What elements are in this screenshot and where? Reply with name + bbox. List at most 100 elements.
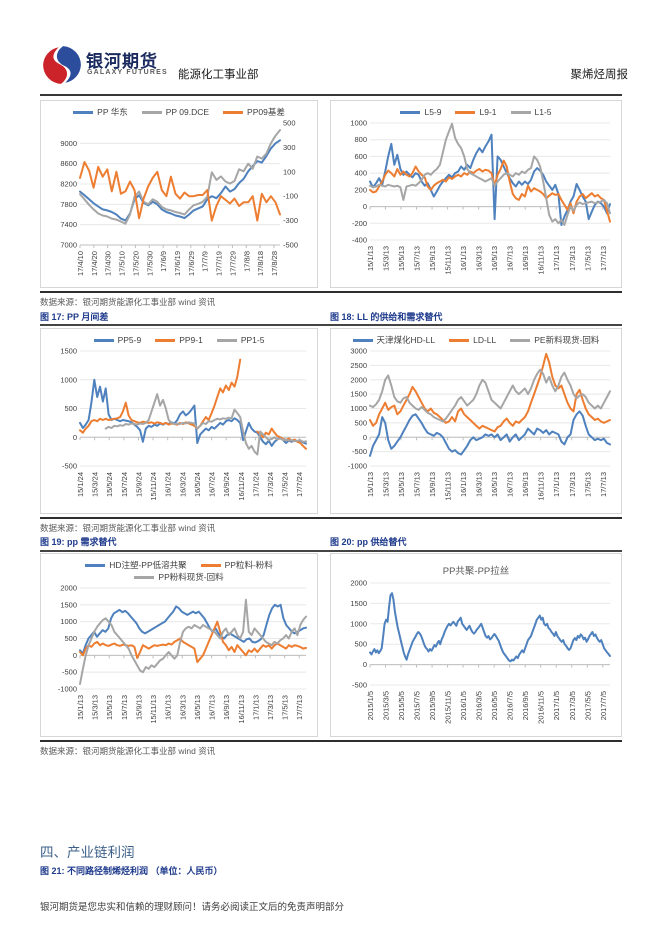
svg-text:16/11/13: 16/11/13 (537, 246, 546, 275)
svg-text:17/7/29: 17/7/29 (228, 251, 237, 276)
svg-text:17/5/13: 17/5/13 (281, 695, 290, 720)
legend-swatch (216, 339, 237, 343)
svg-text:15/7/24: 15/7/24 (120, 472, 129, 497)
svg-text:8600: 8600 (60, 159, 77, 168)
svg-text:2016/11/5: 2016/11/5 (537, 691, 546, 724)
chart-canvas: -1000 -500 0 500 1000 1500 2000 15/1/13 15/3/13 1… (58, 584, 307, 724)
series-line (79, 139, 281, 222)
svg-text:600: 600 (354, 152, 367, 161)
legend-item: LD-LL (449, 335, 496, 346)
svg-text:17/7/13: 17/7/13 (295, 695, 304, 720)
svg-text:16/1/24: 16/1/24 (164, 472, 173, 497)
chart-canvas: -500 0 500 1000 1500 2000 2015/1/5 2015/3/5 2015… (350, 579, 611, 724)
svg-text:2017/7/5: 2017/7/5 (599, 691, 608, 720)
svg-text:16/3/13: 16/3/13 (475, 246, 484, 271)
svg-text:16/7/13: 16/7/13 (506, 472, 515, 497)
svg-text:15/5/13: 15/5/13 (397, 472, 406, 497)
svg-text:15/7/13: 15/7/13 (120, 695, 129, 720)
svg-text:15/1/13: 15/1/13 (76, 695, 85, 720)
svg-text:15/11/13: 15/11/13 (444, 246, 453, 275)
svg-text:15/7/13: 15/7/13 (413, 246, 422, 271)
svg-text:15/9/24: 15/9/24 (134, 472, 143, 497)
svg-text:300: 300 (283, 143, 296, 152)
svg-text:1000: 1000 (350, 619, 367, 628)
legend-item: PP 09.DCE (141, 107, 209, 118)
svg-text:800: 800 (354, 135, 367, 144)
svg-text:16/7/13: 16/7/13 (506, 246, 515, 271)
legend-swatch (449, 339, 470, 343)
svg-text:2000: 2000 (350, 375, 367, 384)
chart-ll-substitution-panel: 天津煤化HD-LL LD-LL PE新料现货-回料 -1000 -500 0 500 1000… (330, 328, 622, 514)
chart-canvas: -1000 -500 0 500 1000 1500 2000 2500 3000 15/1/13… (348, 347, 611, 501)
series-line (369, 592, 611, 663)
svg-text:2000: 2000 (350, 579, 367, 588)
svg-text:-1000: -1000 (58, 685, 77, 694)
svg-text:15/1/13: 15/1/13 (366, 472, 375, 497)
svg-text:17/5/10: 17/5/10 (118, 251, 127, 276)
series-line (369, 410, 611, 457)
svg-text:0: 0 (73, 651, 77, 660)
row-divider (40, 291, 622, 293)
chart-l-spreads-panel: L5-9 L9-1 L1-5 -400 -200 0 200 400 600 800 1000 15/… (330, 100, 622, 288)
svg-text:17/7/24: 17/7/24 (295, 472, 304, 497)
chart-legend: 天津煤化HD-LL LD-LL PE新料现货-回料 (334, 333, 618, 347)
series-line (369, 122, 611, 227)
svg-text:17/4/30: 17/4/30 (104, 251, 113, 276)
svg-text:15/3/13: 15/3/13 (382, 246, 391, 271)
svg-text:7800: 7800 (60, 200, 77, 209)
chart-pp-demand-sub-panel: HD注塑-PP低溶共聚 PP粒料-粉料 PP粉料现货-回料 -1000 -500 0 500… (40, 553, 318, 737)
svg-text:16/9/13: 16/9/13 (222, 695, 231, 720)
svg-text:2016/5/5: 2016/5/5 (490, 691, 499, 720)
svg-text:2015/5/5: 2015/5/5 (397, 691, 406, 720)
svg-text:0: 0 (73, 433, 77, 442)
svg-text:3000: 3000 (350, 347, 367, 356)
svg-text:16/9/24: 16/9/24 (222, 472, 231, 497)
galaxy-futures-logo-icon (43, 46, 81, 84)
series-line (369, 159, 611, 223)
svg-text:17/3/24: 17/3/24 (266, 472, 275, 497)
svg-text:2017/5/5: 2017/5/5 (583, 691, 592, 720)
svg-text:15/9/13: 15/9/13 (134, 695, 143, 720)
svg-text:16/9/13: 16/9/13 (521, 246, 530, 271)
svg-text:17/3/13: 17/3/13 (568, 472, 577, 497)
svg-text:16/1/13: 16/1/13 (164, 695, 173, 720)
svg-text:8200: 8200 (60, 180, 77, 189)
series-line (79, 161, 281, 222)
svg-text:15/11/13: 15/11/13 (444, 472, 453, 501)
legend-swatch (455, 111, 476, 115)
chart-legend: PP5-9 PP9-1 PP1-5 (44, 333, 314, 347)
legend-item: PP9-1 (155, 335, 203, 346)
svg-text:15/3/24: 15/3/24 (91, 472, 100, 497)
header-divider (40, 94, 622, 96)
series-line (369, 352, 611, 433)
department-label: 能源化工事业部 (178, 69, 259, 81)
legend-item: PP粒料-粉料 (200, 560, 273, 571)
svg-text:16/3/24: 16/3/24 (178, 472, 187, 497)
svg-text:16/5/24: 16/5/24 (193, 472, 202, 497)
svg-text:1000: 1000 (350, 404, 367, 413)
svg-text:0: 0 (363, 660, 367, 669)
svg-text:1000: 1000 (60, 375, 77, 384)
svg-text:15/9/13: 15/9/13 (428, 472, 437, 497)
svg-text:2015/3/5: 2015/3/5 (382, 691, 391, 720)
legend-item: L9-1 (455, 107, 497, 118)
legend-item: PP1-5 (216, 335, 264, 346)
svg-text:15/11/13: 15/11/13 (149, 695, 158, 724)
svg-text:15/3/13: 15/3/13 (382, 472, 391, 497)
svg-text:17/7/19: 17/7/19 (215, 251, 224, 276)
svg-text:15/1/24: 15/1/24 (76, 472, 85, 497)
row-divider (40, 740, 622, 742)
svg-text:17/5/13: 17/5/13 (583, 246, 592, 271)
svg-text:-500: -500 (62, 462, 77, 471)
brand-name-en: GALAXY FUTURES (87, 69, 168, 76)
title-underline (40, 324, 622, 326)
legend-item: HD注塑-PP低溶共聚 (85, 560, 187, 571)
svg-text:2500: 2500 (350, 361, 367, 370)
svg-text:17/5/13: 17/5/13 (583, 472, 592, 497)
svg-text:-500: -500 (283, 241, 298, 250)
chart-legend: PP 华东 PP 09.DCE PP09基差 (44, 105, 314, 119)
svg-text:15/9/13: 15/9/13 (428, 246, 437, 271)
data-source-row2: 数据来源：银河期货能源化工事业部 wind 资讯 (40, 523, 216, 533)
svg-text:17/7/13: 17/7/13 (599, 472, 608, 497)
